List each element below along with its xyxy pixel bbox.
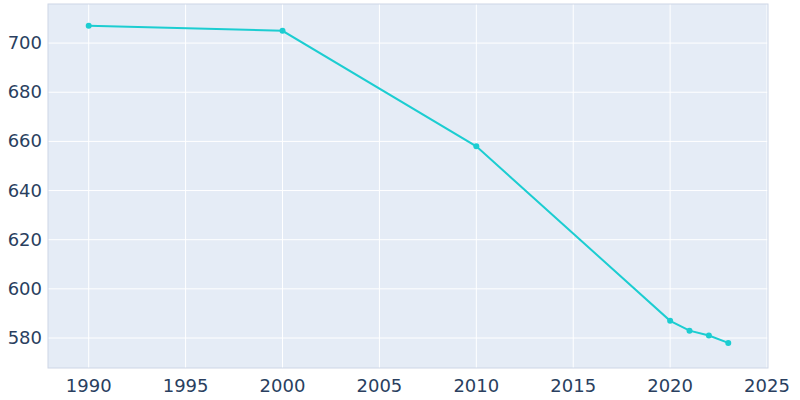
x-grid-line: [767, 4, 768, 368]
y-grid-line: [48, 239, 768, 240]
y-tick-label: 580: [8, 327, 42, 348]
y-tick-label: 660: [8, 130, 42, 151]
y-grid-line: [48, 92, 768, 93]
x-grid-line: [88, 4, 89, 368]
x-tick-label: 1995: [163, 375, 209, 396]
x-tick-label: 2020: [647, 375, 693, 396]
plot-frame: [48, 4, 768, 368]
data-point: [687, 328, 693, 334]
y-grid-line: [48, 141, 768, 142]
y-tick-label: 620: [8, 229, 42, 250]
y-tick-label: 680: [8, 81, 42, 102]
chart-container: 1990 1995 2000 2005 2010 2015 2020 2025 580 600 62…: [0, 0, 800, 400]
plot-background: [48, 4, 768, 368]
data-point: [86, 23, 92, 29]
data-point: [473, 143, 479, 149]
chart-svg: 1990 1995 2000 2005 2010 2015 2020 2025 580 600 62…: [0, 0, 800, 400]
x-tick-label: 1990: [66, 375, 112, 396]
series: [86, 23, 732, 346]
x-grid-line: [185, 4, 186, 368]
x-grid-line: [476, 4, 477, 368]
data-point: [725, 340, 731, 346]
y-grid-line: [48, 190, 768, 191]
x-grid-line: [573, 4, 574, 368]
y-grid-line: [48, 338, 768, 339]
x-grid-line: [379, 4, 380, 368]
x-tick-label: 2025: [744, 375, 790, 396]
y-grid-line: [48, 288, 768, 289]
grid: [48, 4, 768, 368]
x-tick-label: 2005: [357, 375, 403, 396]
y-tick-label: 600: [8, 278, 42, 299]
y-tick-label: 700: [8, 32, 42, 53]
data-point: [706, 333, 712, 339]
x-grid-line: [282, 4, 283, 368]
x-tick-label: 2010: [453, 375, 499, 396]
data-point: [667, 318, 673, 324]
x-tick-label: 2000: [260, 375, 306, 396]
x-tick-label: 2015: [550, 375, 596, 396]
y-tick-label: 640: [8, 180, 42, 201]
data-point: [280, 28, 286, 34]
y-grid-line: [48, 43, 768, 44]
x-grid-line: [670, 4, 671, 368]
data-line: [89, 26, 729, 343]
